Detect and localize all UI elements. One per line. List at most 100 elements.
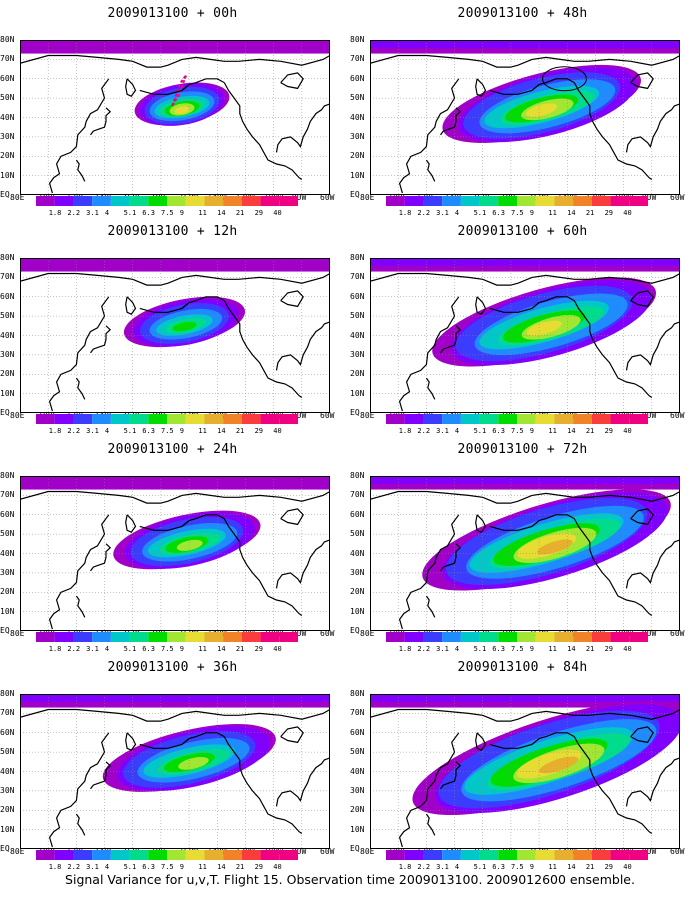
latitude-label: 20N xyxy=(350,151,365,161)
forecast-panel: 2009013100 + 48h 80N 70N 60N 50N 40N 30N 20N 10N… xyxy=(350,0,695,225)
colorbar-swatch xyxy=(73,414,93,424)
colorbar-swatch xyxy=(73,196,93,206)
colorbar-swatch xyxy=(554,196,574,206)
variance-map: 80N70N60N50N40N30N20N10NEQ80E100E120E140… xyxy=(0,254,334,420)
colorbar-swatch xyxy=(36,850,55,860)
colorbar-tick-label: 7.5 xyxy=(161,645,174,653)
colorbar-swatch xyxy=(591,850,611,860)
colorbar-tick-label: 21 xyxy=(235,209,245,217)
colorbar-tick-label: 21 xyxy=(585,645,595,653)
latitude-label: 60N xyxy=(350,509,365,519)
colorbar-swatch xyxy=(460,196,480,206)
colorbar-swatch xyxy=(223,632,242,642)
variance-contour xyxy=(526,103,558,117)
colorbar-tick-label: 9 xyxy=(179,427,184,435)
colorbar-swatch xyxy=(92,632,111,642)
colorbar-swatch xyxy=(110,196,130,206)
colorbar-swatch xyxy=(110,414,130,424)
variance-contour xyxy=(178,756,209,770)
latitude-label: 20N xyxy=(0,151,15,161)
colorbar-tick-label: 9 xyxy=(179,863,184,871)
colorbar-swatch xyxy=(498,196,517,206)
colorbar-swatch xyxy=(386,196,405,206)
colorbar-swatch xyxy=(423,632,443,642)
colorbar-tick-label: 40 xyxy=(273,863,282,871)
colorbar-swatch xyxy=(573,850,592,860)
latitude-label: 10N xyxy=(0,606,15,616)
colorbar-tick-label: 40 xyxy=(273,645,282,653)
latitude-label: 20N xyxy=(0,587,15,597)
colorbar-tick-label: 1.8 xyxy=(48,863,62,871)
colorbar-swatch xyxy=(260,850,280,860)
latitude-label: 70N xyxy=(350,54,365,64)
colorbar-swatch xyxy=(629,632,648,642)
latitude-label: 40N xyxy=(0,330,15,340)
forecast-panel: 2009013100 + 60h 80N 70N 60N 50N 40N 30N 20N 10N… xyxy=(350,218,695,443)
colorbar-tick-label: 40 xyxy=(273,427,282,435)
forecast-panel: 2009013100 + 84h 80N 70N 60N 50N 40N 30N 20N 10N… xyxy=(350,654,695,879)
colorbar-swatch xyxy=(223,414,242,424)
variance-contour xyxy=(174,106,190,114)
colorbar-tick-label: 14 xyxy=(567,645,576,653)
colorbar-tick-label: 1.8 xyxy=(398,645,412,653)
latitude-label: 50N xyxy=(350,93,365,103)
colorbar-swatch xyxy=(442,632,461,642)
colorbar-tick-label: 4 xyxy=(104,209,110,217)
colorbar-tick-label: 29 xyxy=(254,209,263,217)
colorbar-swatch xyxy=(148,632,167,642)
colorbar-swatch xyxy=(591,632,611,642)
colorbar-tick-label: 14 xyxy=(217,209,226,217)
colorbar-tick-label: 1.8 xyxy=(398,209,412,217)
colorbar-swatch xyxy=(423,850,443,860)
longitude-label: 80E xyxy=(10,629,25,638)
colorbar-swatch xyxy=(241,414,261,424)
longitude-label: 80E xyxy=(360,629,375,638)
colorbar-tick-label: 9 xyxy=(529,427,534,435)
colorbar-swatch xyxy=(148,850,167,860)
variance-map: 80N70N60N50N40N30N20N10NEQ80E100E120E140… xyxy=(350,36,684,202)
colorbar xyxy=(386,850,648,860)
colorbar-tick-label: 6.3 xyxy=(492,645,505,653)
colorbar-tick-label: 9 xyxy=(529,645,534,653)
colorbar-swatch xyxy=(554,850,574,860)
colorbar-tick-label: 3.1 xyxy=(436,427,449,435)
colorbar-tick-label: 14 xyxy=(217,645,226,653)
colorbar-tick-label: 11 xyxy=(198,209,207,217)
colorbar-tick-label: 14 xyxy=(217,427,226,435)
latitude-label: 70N xyxy=(0,272,15,282)
latitude-label: 40N xyxy=(0,112,15,122)
colorbar-swatch xyxy=(554,414,574,424)
colorbar-swatch xyxy=(386,414,405,424)
colorbar-tick-label: 40 xyxy=(273,209,282,217)
colorbar-tick-label: 3.1 xyxy=(436,645,449,653)
colorbar-swatch xyxy=(591,414,611,424)
colorbar-tick-label: 21 xyxy=(585,427,595,435)
colorbar-swatch xyxy=(36,196,55,206)
latitude-label: 80N xyxy=(350,35,365,44)
longitude-label: 80W xyxy=(291,193,307,202)
colorbar xyxy=(36,850,298,860)
colorbar-swatch xyxy=(442,850,461,860)
latitude-label: 20N xyxy=(350,587,365,597)
colorbar-swatch xyxy=(610,196,630,206)
colorbar-tick-label: 21 xyxy=(235,427,245,435)
colorbar-tick-label: 3.1 xyxy=(86,427,99,435)
colorbar-tick-label: 5.1 xyxy=(473,427,487,435)
colorbar-tick-label: 4 xyxy=(104,427,110,435)
colorbar-tick-label: 9 xyxy=(179,645,184,653)
colorbar-swatch xyxy=(629,196,648,206)
colorbar-tick-label: 29 xyxy=(604,645,613,653)
colorbar-swatch xyxy=(517,414,536,424)
colorbar-swatch xyxy=(479,196,499,206)
colorbar-swatch xyxy=(54,196,74,206)
colorbar-tick-label: 3.1 xyxy=(436,863,449,871)
colorbar-swatch xyxy=(129,414,149,424)
colorbar-swatch xyxy=(279,414,298,424)
colorbar-swatch xyxy=(386,850,405,860)
colorbar-tick-label: 7.5 xyxy=(161,863,174,871)
colorbar-tick-label: 4 xyxy=(104,645,110,653)
latitude-label: 10N xyxy=(0,388,15,398)
colorbar-tick-label: 29 xyxy=(254,863,263,871)
colorbar-swatch xyxy=(629,850,648,860)
latitude-label: 60N xyxy=(350,727,365,737)
